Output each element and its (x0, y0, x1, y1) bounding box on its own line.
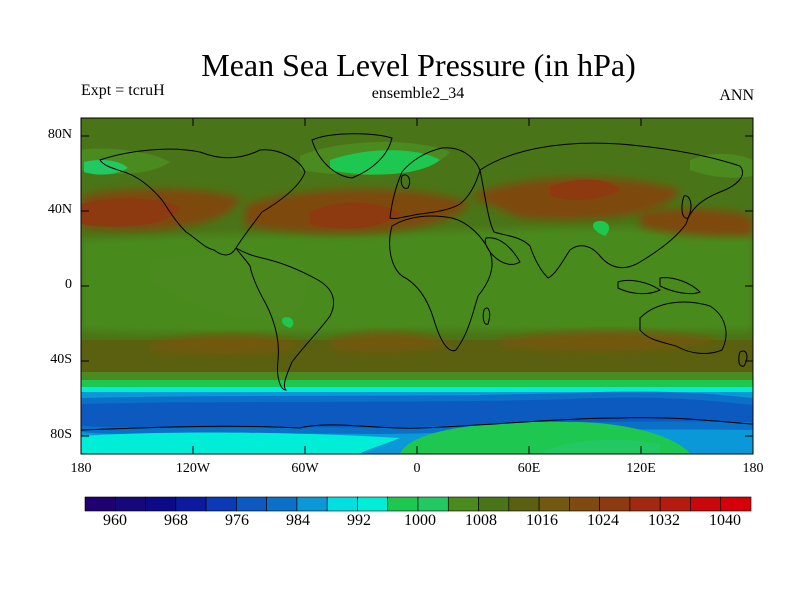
colorbar-swatch (114, 496, 146, 512)
colorbar-swatch (659, 496, 691, 512)
colorbar-label: 1040 (709, 512, 741, 529)
colorbar-swatch (326, 496, 358, 512)
colorbar-label: 968 (164, 512, 188, 529)
season-label: ANN (719, 87, 754, 104)
colorbar-label: 1016 (526, 512, 558, 529)
colorbar-swatch (569, 496, 600, 512)
colorbar (84, 496, 752, 512)
colorbar-swatch (357, 496, 389, 512)
colorbar-swatch (205, 496, 237, 512)
colorbar-label: 960 (103, 512, 127, 529)
ensemble-label: ensemble2_34 (371, 85, 465, 102)
lon-label-180w: 180 (70, 461, 92, 476)
colorbar-label: 1032 (648, 512, 680, 529)
colorbar-swatch (447, 496, 479, 512)
pressure-field (81, 118, 753, 454)
lon-label-60e: 60E (517, 461, 541, 476)
colorbar-swatch (478, 496, 510, 512)
colorbar-swatch (508, 496, 540, 512)
colorbar-swatch (266, 496, 298, 512)
colorbar-label: 984 (286, 512, 310, 529)
lon-label-120w: 120W (175, 461, 211, 476)
lat-label-40s: 40S (50, 352, 72, 367)
colorbar-label: 1000 (404, 512, 436, 529)
colorbar-swatch (296, 496, 328, 512)
colorbar-swatch (629, 496, 661, 512)
axis-ticks (81, 118, 753, 454)
lat-label-0: 0 (65, 277, 72, 292)
colorbar-swatch (236, 496, 267, 512)
experiment-label: Expt = tcruH (81, 82, 165, 99)
lat-label-80n: 80N (47, 127, 72, 142)
colorbar-swatch (84, 496, 116, 512)
colorbar-swatch (417, 496, 449, 512)
lon-label-120e: 120E (626, 461, 656, 476)
lon-label-0: 0 (413, 461, 421, 476)
colorbar-swatch (175, 496, 207, 512)
colorbar-swatch (145, 496, 177, 512)
colorbar-swatch (387, 496, 419, 512)
colorbar-swatch (690, 496, 722, 512)
colorbar-label: 992 (347, 512, 371, 529)
lat-label-40n: 40N (47, 202, 72, 217)
colorbar-swatch (720, 496, 752, 512)
colorbar-swatch (538, 496, 570, 512)
colorbar-label: 1008 (465, 512, 497, 529)
lat-label-80s: 80S (50, 427, 72, 442)
lon-label-180e: 180 (742, 461, 764, 476)
coastlines (99, 133, 748, 391)
colorbar-label: 976 (225, 512, 249, 529)
plot-title: Mean Sea Level Pressure (in hPa) (201, 47, 636, 83)
colorbar-swatch (599, 496, 631, 512)
colorbar-label: 1024 (587, 512, 619, 529)
lon-label-60w: 60W (291, 461, 319, 476)
